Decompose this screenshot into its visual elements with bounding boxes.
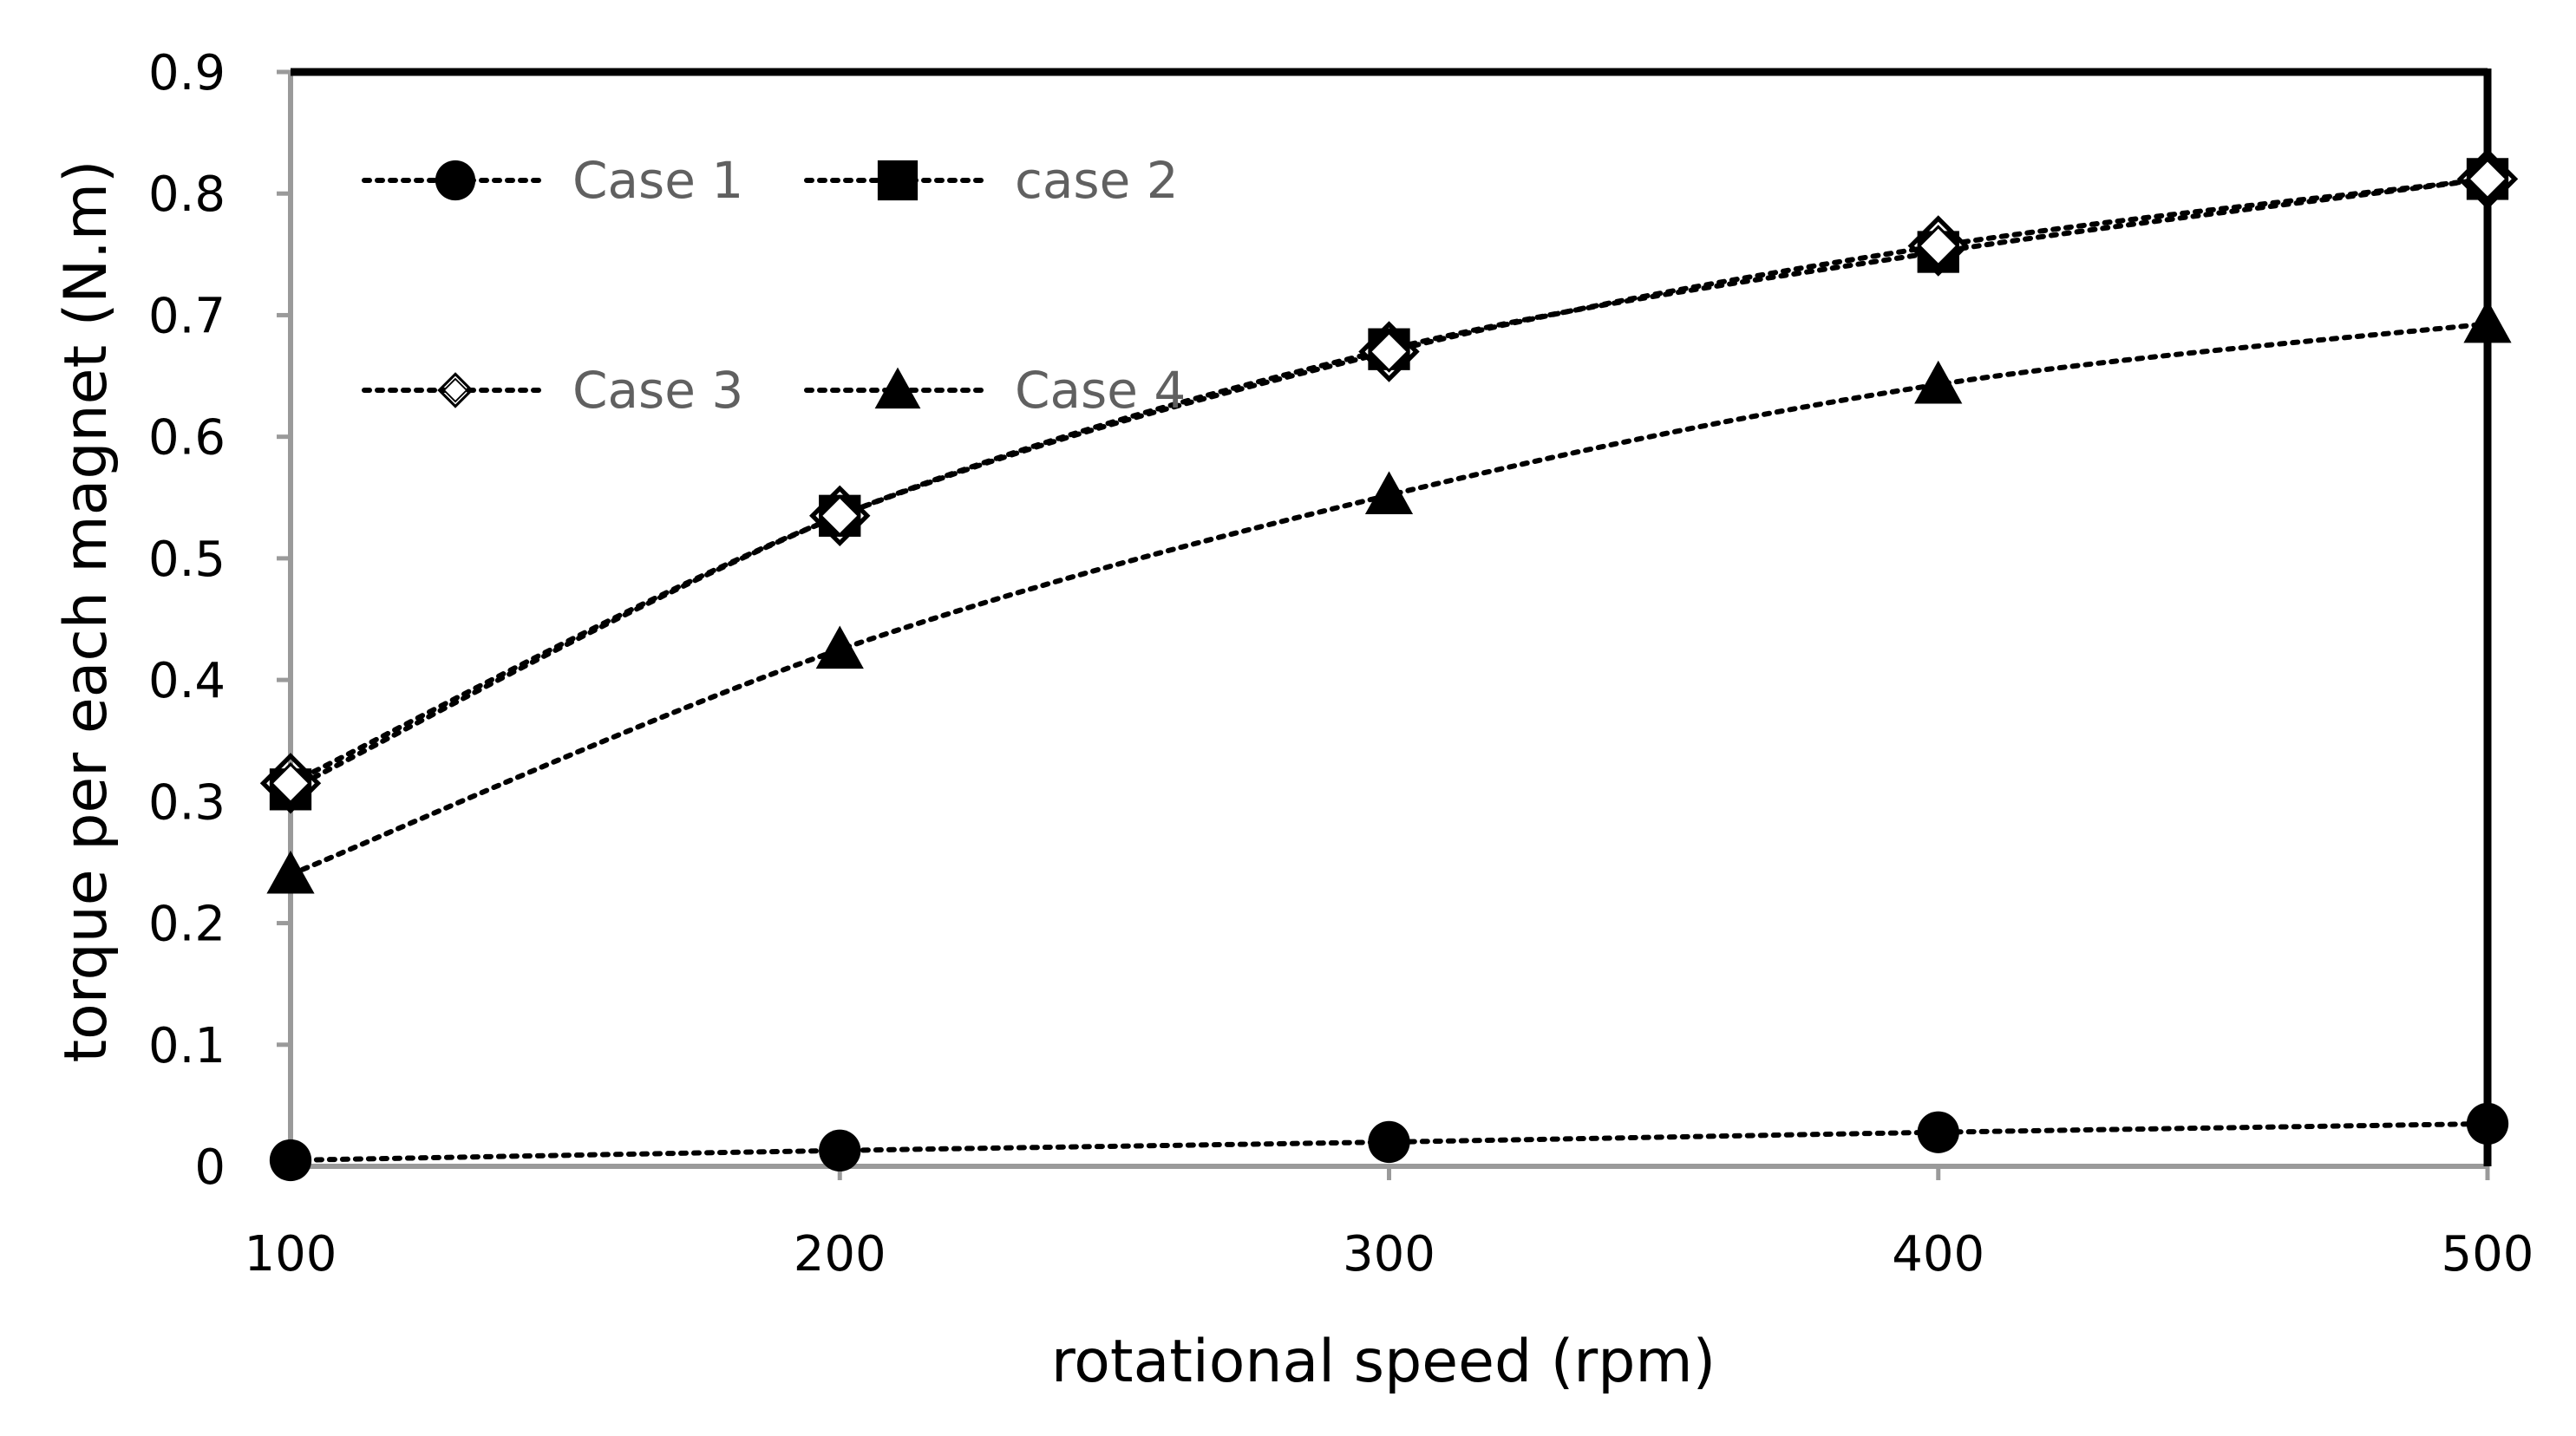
x-tick-label: 300 [1343, 1226, 1435, 1283]
data-point-case-3 [1907, 215, 1969, 277]
series-case-1 [269, 1102, 2509, 1182]
data-point-case-1 [819, 1129, 861, 1172]
data-point-case-4 [1364, 471, 1414, 515]
legend-item-case-4: Case 4 [804, 361, 1186, 420]
legend-marker-case-2 [877, 160, 919, 201]
data-point-case-4 [1914, 360, 1963, 404]
data-point-case-1 [1368, 1120, 1410, 1164]
y-tick-label: 0.2 [148, 897, 226, 953]
data-point-case-3 [809, 485, 871, 547]
y-tick-label: 0.7 [148, 288, 226, 344]
legend-label: case 2 [1015, 151, 1179, 210]
series-case-3 [259, 148, 2519, 814]
legend-marker-case-4 [874, 367, 921, 409]
x-tick-label: 200 [794, 1226, 886, 1283]
y-tick-label: 0 [194, 1139, 226, 1196]
legend-label: Case 3 [572, 361, 743, 420]
legend-item-case-2: case 2 [804, 151, 1179, 210]
data-point-case-4 [2463, 299, 2512, 343]
y-tick-label: 0.5 [148, 532, 226, 588]
x-axis-ticks: 100 200 300 400 500 [245, 1166, 2534, 1283]
data-point-case-3 [2456, 148, 2519, 210]
y-axis-title: torque per each magnet (N.m) [52, 160, 121, 1063]
data-point-case-1 [2466, 1102, 2509, 1146]
series-layer [259, 148, 2519, 1182]
y-tick-label: 0.9 [148, 45, 226, 101]
series-case-4 [266, 299, 2512, 894]
y-axis-ticks: 0 0.1 0.2 0.3 0.4 0.5 0.6 0.7 0.8 0.9 [148, 45, 291, 1196]
y-tick-label: 0.1 [148, 1018, 226, 1074]
legend-marker-case-1 [435, 160, 476, 201]
x-tick-label: 500 [2442, 1226, 2534, 1283]
x-tick-label: 100 [245, 1226, 337, 1283]
data-point-case-1 [269, 1139, 312, 1182]
x-tick-label: 400 [1892, 1226, 1984, 1283]
plot-frame [288, 68, 2492, 1169]
legend-marker-case-3 [437, 372, 474, 408]
legend-item-case-3: Case 3 [362, 361, 743, 420]
data-point-case-1 [1917, 1111, 1959, 1153]
legend: Case 1 case 2 Case 3 Case 4 [362, 151, 1186, 420]
y-tick-label: 0.4 [148, 653, 226, 709]
x-axis-title: rotational speed (rpm) [1051, 1328, 1716, 1396]
y-tick-label: 0.6 [148, 410, 226, 467]
y-tick-label: 0.8 [148, 166, 226, 223]
data-point-case-3 [259, 753, 322, 814]
data-point-case-4 [266, 850, 315, 894]
data-point-case-4 [815, 625, 864, 669]
legend-label: Case 1 [572, 151, 743, 210]
data-point-case-3 [1358, 321, 1420, 382]
legend-label: Case 4 [1015, 361, 1186, 420]
y-tick-label: 0.3 [148, 774, 226, 831]
legend-item-case-1: Case 1 [362, 151, 743, 210]
